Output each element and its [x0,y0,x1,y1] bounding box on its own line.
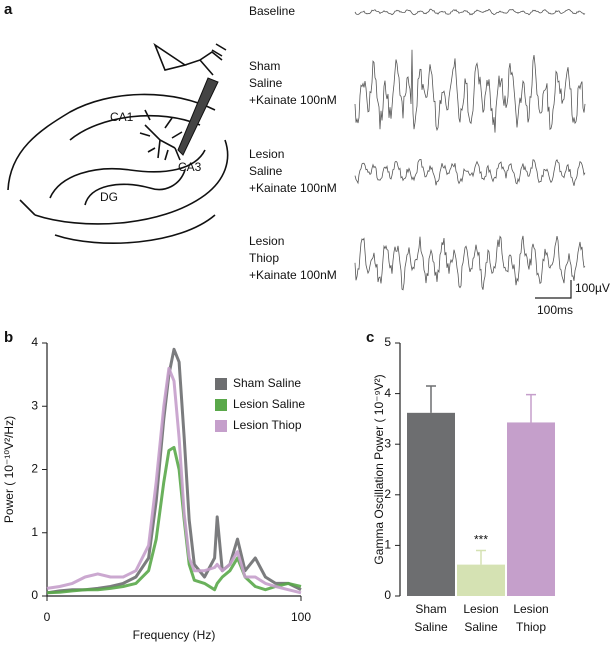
traces [354,8,586,291]
y-tick-label: 4 [31,335,38,349]
y-tick-label: 0 [384,588,391,602]
x-tick-label: Thiop [516,620,546,634]
hippocampus-diagram [7,42,229,244]
y-tick-label: 3 [384,436,391,450]
condition-label: +Kainate 100nM [249,181,337,195]
y-axis-label: Gamma Oscillation Power ( 10⁻⁹V²) [372,374,386,564]
y-tick-label: 4 [384,386,391,400]
y-tick-label: 2 [31,462,38,476]
y-tick-label: 0 [31,588,38,602]
region-label: CA3 [178,160,202,174]
y-tick-label: 2 [384,487,391,501]
condition-label: Lesion [249,147,284,161]
legend-label: Lesion Saline [233,397,305,411]
trace [354,49,586,133]
trace [354,8,586,16]
region-label: CA1 [110,110,134,124]
condition-label: Baseline [249,4,295,18]
x-axis-label: Frequency (Hz) [133,628,216,642]
condition-label: Thiop [249,251,279,265]
x-tick-label: 0 [44,610,51,624]
panel-label: c [366,329,374,346]
condition-label: +Kainate 100nM [249,268,337,282]
y-tick-label: 1 [384,538,391,552]
y-axis-label: Power ( 10⁻¹⁰V²/Hz) [2,416,16,523]
trace [354,235,586,291]
legend-label: Lesion Thiop [233,418,302,432]
legend-swatch [215,399,227,411]
condition-label: Lesion [249,234,284,248]
y-tick-label: 5 [384,335,391,349]
region-label: DG [100,190,118,204]
condition-label: Saline [249,164,283,178]
panel-label: b [4,329,13,346]
x-tick-label: 100 [291,610,311,624]
trace [354,158,586,186]
condition-label: +Kainate 100nM [249,93,337,107]
legend-label: Sham Saline [233,376,301,390]
legend-swatch [215,420,227,432]
y-tick-label: 3 [31,398,38,412]
bar [407,412,455,596]
line [46,347,302,595]
legend-swatch [215,378,227,390]
x-tick-label: Saline [414,620,448,634]
y-tick-label: 1 [31,525,38,539]
bar [507,422,555,596]
scale-label: 100ms [537,303,573,317]
error-bar [476,549,486,565]
x-tick-label: Sham [415,602,446,616]
x-tick-label: Saline [464,620,498,634]
condition-label: Sham [249,59,280,73]
error-bar [526,393,536,423]
scale-bar [535,280,572,299]
panel-label: a [4,1,13,18]
x-tick-label: Lesion [463,602,498,616]
error-bar [426,385,436,413]
bar [457,564,505,596]
x-tick-label: Lesion [513,602,548,616]
scale-label: 100µV [575,281,610,295]
condition-label: Saline [249,76,283,90]
annotation: *** [474,533,488,547]
line [46,366,302,595]
